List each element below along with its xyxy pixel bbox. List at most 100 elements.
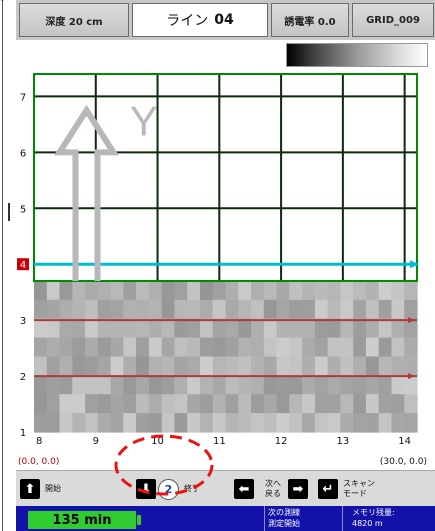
end-button[interactable]: ⬇ 2 終了	[136, 471, 200, 507]
start-label: 開始	[45, 484, 61, 493]
scan-tile	[263, 337, 278, 358]
scan-tile	[378, 394, 393, 414]
scan-tile	[200, 281, 214, 301]
scan-tile	[200, 299, 214, 320]
scan-tile	[161, 394, 176, 414]
scan-tile	[136, 299, 150, 320]
permittivity-display[interactable]: 誘電率 0.0	[271, 3, 349, 37]
x-tick-label: 12	[275, 436, 288, 447]
scan-tile	[302, 394, 316, 414]
depth-display[interactable]: 深度 20 cm	[19, 3, 129, 37]
scan-tile	[353, 356, 367, 376]
scan-tile	[212, 281, 227, 301]
status-divider	[264, 506, 265, 531]
scan-tile	[302, 375, 316, 395]
scan-tile	[212, 337, 227, 358]
scan-tile	[59, 375, 73, 395]
scan-tile	[161, 337, 176, 358]
scan-tile	[46, 375, 61, 395]
scan-tile	[212, 375, 227, 395]
scan-tile	[378, 281, 393, 301]
scan-tile	[289, 281, 303, 301]
scan-tile	[251, 318, 265, 339]
scan-tile	[136, 281, 150, 301]
scan-tile	[263, 356, 278, 376]
scan-tile	[391, 413, 405, 433]
scan-tile	[353, 394, 367, 414]
line-label: ライン	[166, 13, 209, 29]
header-bar: 深度 20 cm ライン 04 誘電率 0.0 GRID_009	[16, 0, 435, 40]
scan-tile	[34, 356, 48, 376]
scan-tile	[59, 281, 73, 301]
grid-plot[interactable]: Y 8 9 10 11 12 13 14 1 2 3 4 5 6 7	[16, 70, 435, 456]
scan-tile	[353, 337, 367, 358]
scan-tile	[136, 375, 150, 395]
scan-tile	[404, 318, 418, 339]
scan-tile	[251, 356, 265, 376]
scan-tile	[353, 375, 367, 395]
current-line-arrowhead	[410, 260, 419, 269]
back-button[interactable]: ⬅	[234, 471, 254, 507]
scan-tile	[187, 337, 201, 358]
scan-tile	[123, 318, 137, 339]
scan-tile	[251, 375, 265, 395]
scan-mode-button[interactable]: ↵ スキャン モード	[318, 471, 375, 507]
scan-tile	[302, 413, 316, 433]
grid-name-display[interactable]: GRID_009	[352, 3, 434, 37]
scan-tile	[276, 299, 290, 320]
y-tick-label: 6	[20, 148, 26, 159]
scanned-line-arrowhead	[408, 373, 415, 380]
scan-tile	[72, 375, 86, 395]
scan-tile	[200, 356, 214, 376]
scan-tile	[365, 281, 380, 301]
end-coordinate: (30.0, 0.0)	[379, 457, 427, 467]
scan-tile	[225, 375, 239, 395]
x-tick-label: 10	[151, 436, 164, 447]
scan-tile	[340, 318, 354, 339]
scan-tile	[263, 299, 278, 320]
scan-tile	[225, 337, 239, 358]
depth-label: 深度 20 cm	[45, 16, 103, 28]
start-coordinate: (0.0, 0.0)	[18, 457, 60, 467]
scan-tile	[225, 413, 239, 433]
scan-tile	[148, 413, 163, 433]
memory-text-2: 4820 m	[352, 519, 383, 528]
scan-tile	[123, 394, 137, 414]
scan-tile	[187, 394, 201, 414]
scan-tile	[123, 413, 137, 433]
scan-tile	[238, 375, 252, 395]
scan-tile	[34, 281, 48, 301]
scan-tile	[391, 356, 405, 376]
scan-tile	[327, 337, 341, 358]
control-bar: ⬆ 開始 ⬇ 2 終了 ⬅ 次へ 戻る ➡ ↵ スキャン モード	[16, 470, 435, 507]
scan-tile	[97, 299, 112, 320]
scan-tile	[238, 281, 252, 301]
scan-tile	[97, 394, 112, 414]
scan-tile	[391, 394, 405, 414]
scan-tile	[174, 413, 188, 433]
arrow-down-icon: ⬇	[136, 479, 156, 499]
coordinate-row: (0.0, 0.0) (30.0, 0.0)	[16, 456, 435, 470]
scan-tile	[404, 394, 418, 414]
scan-tile	[97, 337, 112, 358]
scan-tile	[327, 281, 341, 301]
bezel-tick	[8, 203, 10, 221]
scan-tile	[378, 299, 393, 320]
line-display[interactable]: ライン 04	[132, 3, 268, 37]
scan-tile	[136, 394, 150, 414]
scan-tile	[340, 356, 354, 376]
scan-tile	[251, 281, 265, 301]
status-bar: 135 min 次の測線 測定開始 メモリ残量: 4820 m	[16, 506, 435, 531]
scan-tile	[72, 356, 86, 376]
scan-tile	[289, 413, 303, 433]
start-button[interactable]: ⬆ 開始	[20, 471, 61, 507]
y-direction-label: Y	[130, 98, 158, 145]
scan-tile	[85, 356, 99, 376]
scan-tile	[314, 356, 329, 376]
scan-tile	[187, 281, 201, 301]
scan-tile	[353, 413, 367, 433]
scan-tile	[200, 337, 214, 358]
next-button[interactable]: ➡	[288, 471, 308, 507]
scan-tile	[136, 356, 150, 376]
